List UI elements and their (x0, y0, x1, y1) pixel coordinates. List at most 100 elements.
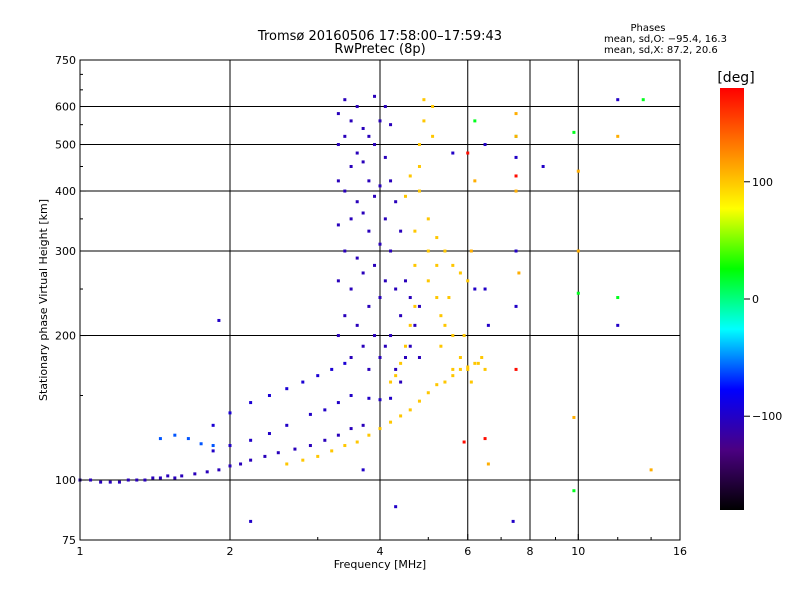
data-point (373, 94, 377, 98)
data-point (408, 174, 412, 178)
data-point (417, 189, 421, 193)
data-point (383, 105, 387, 109)
data-point (186, 437, 190, 441)
data-point (151, 476, 155, 480)
y-tick-label: 200 (55, 330, 76, 343)
data-point (135, 478, 139, 482)
y-tick-label: 600 (55, 101, 76, 114)
data-point (99, 480, 103, 484)
data-point (514, 174, 518, 178)
data-point (173, 433, 177, 437)
data-point (426, 217, 430, 221)
data-point (239, 462, 243, 466)
data-point (330, 367, 334, 371)
data-point (367, 179, 371, 183)
data-point (349, 217, 353, 221)
data-point (158, 437, 162, 441)
data-point (355, 151, 359, 155)
data-point (361, 468, 365, 472)
chart-title: Tromsø 20160506 17:58:00–17:59:43 (257, 29, 502, 44)
data-point (426, 391, 430, 395)
data-point (572, 415, 576, 419)
data-point (158, 476, 162, 480)
data-point (394, 200, 398, 204)
data-point (367, 229, 371, 233)
data-point (649, 468, 653, 472)
data-point (469, 380, 473, 384)
data-point (408, 323, 412, 327)
data-point (641, 98, 645, 102)
data-point (399, 229, 403, 233)
data-point (205, 470, 209, 474)
colorbar-gradient (720, 88, 744, 510)
stats-line-o: mean, sd,O: −95.4, 16.3 (604, 34, 727, 45)
data-point (336, 223, 340, 227)
data-point (276, 451, 280, 455)
data-point (466, 365, 470, 369)
data-point (476, 361, 480, 365)
data-point (355, 200, 359, 204)
x-tick-label: 8 (527, 545, 534, 558)
data-point (458, 271, 462, 275)
data-point (514, 189, 518, 193)
data-point (466, 151, 470, 155)
data-point (517, 271, 521, 275)
data-point (180, 474, 184, 478)
data-point (166, 474, 170, 478)
data-point (361, 271, 365, 275)
data-point (355, 105, 359, 109)
data-point (403, 279, 407, 283)
data-point (378, 355, 382, 359)
data-point (514, 134, 518, 138)
data-point (383, 279, 387, 283)
data-point (514, 155, 518, 159)
colorbar-label: [deg] (717, 70, 754, 86)
data-point (439, 344, 443, 348)
data-point (349, 287, 353, 291)
data-point (403, 355, 407, 359)
data-point (417, 399, 421, 403)
data-point (173, 476, 177, 480)
data-point (480, 355, 484, 359)
x-tick-label: 1 (77, 545, 84, 558)
data-point (389, 334, 393, 338)
x-tick-label: 16 (673, 545, 687, 558)
data-point (367, 367, 371, 371)
data-point (349, 394, 353, 398)
data-point (483, 143, 487, 147)
data-point (378, 296, 382, 300)
data-point (399, 361, 403, 365)
data-point (343, 314, 347, 318)
data-point (199, 442, 203, 446)
data-point (394, 367, 398, 371)
data-point (361, 211, 365, 215)
data-point (378, 398, 382, 402)
colorbar-tick-label: 0 (752, 293, 759, 306)
data-point (285, 387, 289, 391)
data-point (373, 334, 377, 338)
data-point (451, 151, 455, 155)
data-point (330, 449, 334, 453)
data-point (511, 519, 515, 523)
data-point (417, 164, 421, 168)
data-point (576, 249, 580, 253)
data-point (308, 412, 312, 416)
data-point (143, 478, 147, 482)
data-point (483, 367, 487, 371)
data-point (399, 314, 403, 318)
data-point (389, 380, 393, 384)
data-point (389, 179, 393, 183)
data-point (293, 447, 297, 451)
data-point (514, 249, 518, 253)
data-point (336, 143, 340, 147)
data-point (373, 194, 377, 198)
data-point (417, 304, 421, 308)
data-point (514, 112, 518, 116)
data-point (349, 164, 353, 168)
y-axis: 75 100 200 300 400 500 600 750 (55, 54, 86, 547)
data-point (349, 427, 353, 431)
grid (80, 60, 680, 540)
y-tick-label: 300 (55, 245, 76, 258)
data-point (413, 323, 417, 327)
data-point (431, 134, 435, 138)
